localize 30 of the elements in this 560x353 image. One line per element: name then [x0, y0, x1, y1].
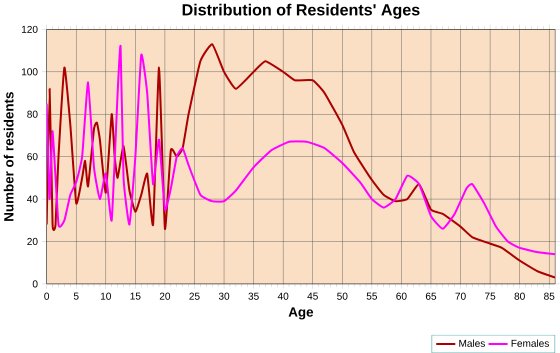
- x-tick-label: 45: [307, 292, 318, 300]
- y-tick-label: 60: [27, 153, 38, 160]
- legend-label: Females: [512, 339, 549, 347]
- x-tick-label: 15: [130, 292, 141, 300]
- x-tick-label: 35: [248, 292, 259, 300]
- y-tick-label: 20: [27, 238, 38, 245]
- x-tick-label: 30: [218, 292, 230, 300]
- y-tick-label: 0: [32, 280, 38, 288]
- x-tick-label: 80: [514, 292, 525, 300]
- x-tick-label: 50: [337, 292, 348, 300]
- x-tick-label: 40: [278, 292, 288, 300]
- x-tick-label: 60: [396, 292, 407, 300]
- y-axis-title: Number of residents: [4, 92, 14, 221]
- x-tick-label: 5: [74, 292, 79, 300]
- x-tick-label: 85: [544, 292, 554, 300]
- x-tick-label: 55: [366, 292, 378, 300]
- x-tick-label: 65: [426, 292, 436, 300]
- x-tick-label: 70: [455, 292, 466, 300]
- x-tick-label: 75: [485, 292, 496, 300]
- legend-label: Males: [459, 339, 485, 347]
- x-tick-label: 20: [160, 292, 170, 300]
- x-tick-label: 0: [44, 292, 50, 300]
- chart-title: Distribution of Residents' Ages: [182, 4, 420, 19]
- y-tick-label: 100: [22, 68, 38, 76]
- y-tick-label: 80: [27, 110, 38, 118]
- y-tick-label: 40: [27, 195, 38, 203]
- x-tick-label: 10: [100, 292, 111, 300]
- x-axis-title: Age: [288, 307, 314, 320]
- x-tick-label: 25: [189, 292, 200, 300]
- y-tick-label: 120: [22, 26, 38, 33]
